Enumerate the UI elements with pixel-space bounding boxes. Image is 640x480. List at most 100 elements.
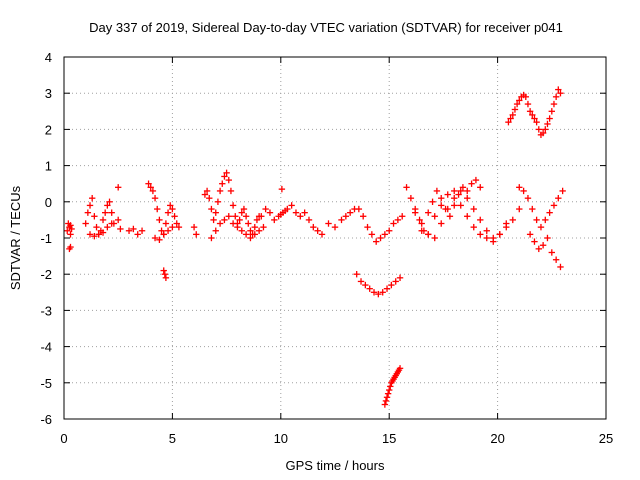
data-point	[251, 223, 258, 231]
y-axis-label: SDTVAR / TECUs	[8, 185, 23, 290]
data-point	[438, 220, 445, 227]
data-point	[240, 205, 248, 213]
data-point	[145, 180, 152, 187]
data-point	[115, 216, 122, 224]
data-point	[464, 187, 471, 195]
data-point	[531, 238, 538, 245]
data-point	[325, 220, 332, 227]
data-point	[86, 231, 94, 238]
data-point	[388, 281, 395, 289]
data-point	[190, 223, 198, 231]
data-point	[82, 220, 89, 227]
data-point	[346, 209, 354, 216]
data-point	[370, 289, 378, 296]
data-point	[366, 285, 373, 292]
data-point	[86, 202, 94, 209]
data-point	[91, 213, 98, 220]
data-point	[68, 225, 75, 233]
data-point	[67, 222, 74, 229]
data-point	[216, 220, 224, 227]
data-point	[503, 223, 510, 231]
data-point	[399, 213, 406, 220]
data-point	[559, 187, 566, 195]
axis-ticks	[63, 56, 607, 420]
x-tick-label: 15	[382, 431, 396, 446]
data-point	[524, 194, 532, 202]
data-point	[229, 220, 237, 227]
data-point	[438, 194, 445, 202]
data-point	[266, 209, 274, 216]
data-point	[382, 397, 390, 405]
data-point	[529, 205, 536, 213]
data-point	[101, 209, 109, 216]
x-axis-label: GPS time / hours	[286, 458, 385, 473]
data-point	[314, 227, 321, 234]
data-point	[359, 213, 367, 220]
data-point	[104, 202, 111, 209]
data-point	[431, 213, 438, 220]
data-point	[431, 234, 438, 242]
data-point	[227, 187, 235, 195]
data-point	[509, 111, 516, 119]
data-point	[425, 231, 432, 238]
data-point	[533, 118, 540, 126]
data-point	[438, 202, 445, 209]
data-point	[524, 100, 532, 108]
data-point	[154, 205, 161, 213]
data-point	[539, 129, 547, 137]
data-point	[490, 234, 497, 242]
data-point	[548, 108, 555, 115]
data-point	[557, 263, 564, 271]
data-point	[229, 202, 237, 209]
data-point	[130, 225, 137, 233]
data-point	[412, 209, 419, 216]
data-point	[416, 216, 423, 224]
data-point	[464, 194, 471, 202]
data-point	[88, 194, 96, 202]
grid-lines	[64, 57, 606, 419]
data-point	[260, 223, 267, 231]
data-point	[392, 278, 399, 285]
data-point	[353, 271, 360, 278]
data-point	[156, 236, 163, 244]
data-point	[522, 93, 529, 101]
data-point	[533, 216, 540, 224]
data-point	[546, 115, 553, 122]
data-point	[455, 191, 462, 198]
data-point	[516, 184, 523, 191]
data-point	[383, 285, 391, 292]
x-tick-label: 10	[274, 431, 288, 446]
data-point	[418, 220, 425, 227]
data-point	[457, 187, 464, 195]
data-point	[457, 202, 464, 209]
data-point	[201, 191, 209, 198]
data-point	[108, 220, 115, 227]
data-point	[216, 187, 224, 195]
data-point	[394, 216, 402, 224]
data-point	[138, 227, 146, 234]
data-point	[393, 370, 400, 377]
data-point	[368, 231, 376, 238]
data-point	[242, 213, 250, 220]
data-point	[542, 126, 549, 133]
data-point	[386, 386, 393, 394]
data-point	[557, 90, 564, 97]
data-point	[375, 290, 382, 298]
chart-title: Day 337 of 2019, Sidereal Day-to-day VTE…	[89, 20, 563, 35]
data-point	[511, 106, 519, 113]
data-point	[160, 231, 167, 238]
data-point	[357, 278, 365, 285]
data-point	[212, 209, 219, 216]
data-point	[247, 234, 254, 242]
data-point	[429, 198, 436, 205]
data-point	[459, 184, 467, 191]
data-point	[210, 216, 217, 224]
data-point	[149, 187, 157, 195]
y-tick-label: -5	[40, 376, 52, 391]
data-point	[396, 274, 404, 282]
data-point	[203, 187, 211, 195]
data-point	[555, 86, 562, 93]
data-point	[383, 394, 391, 401]
data-point	[99, 229, 107, 236]
data-point	[238, 209, 245, 216]
